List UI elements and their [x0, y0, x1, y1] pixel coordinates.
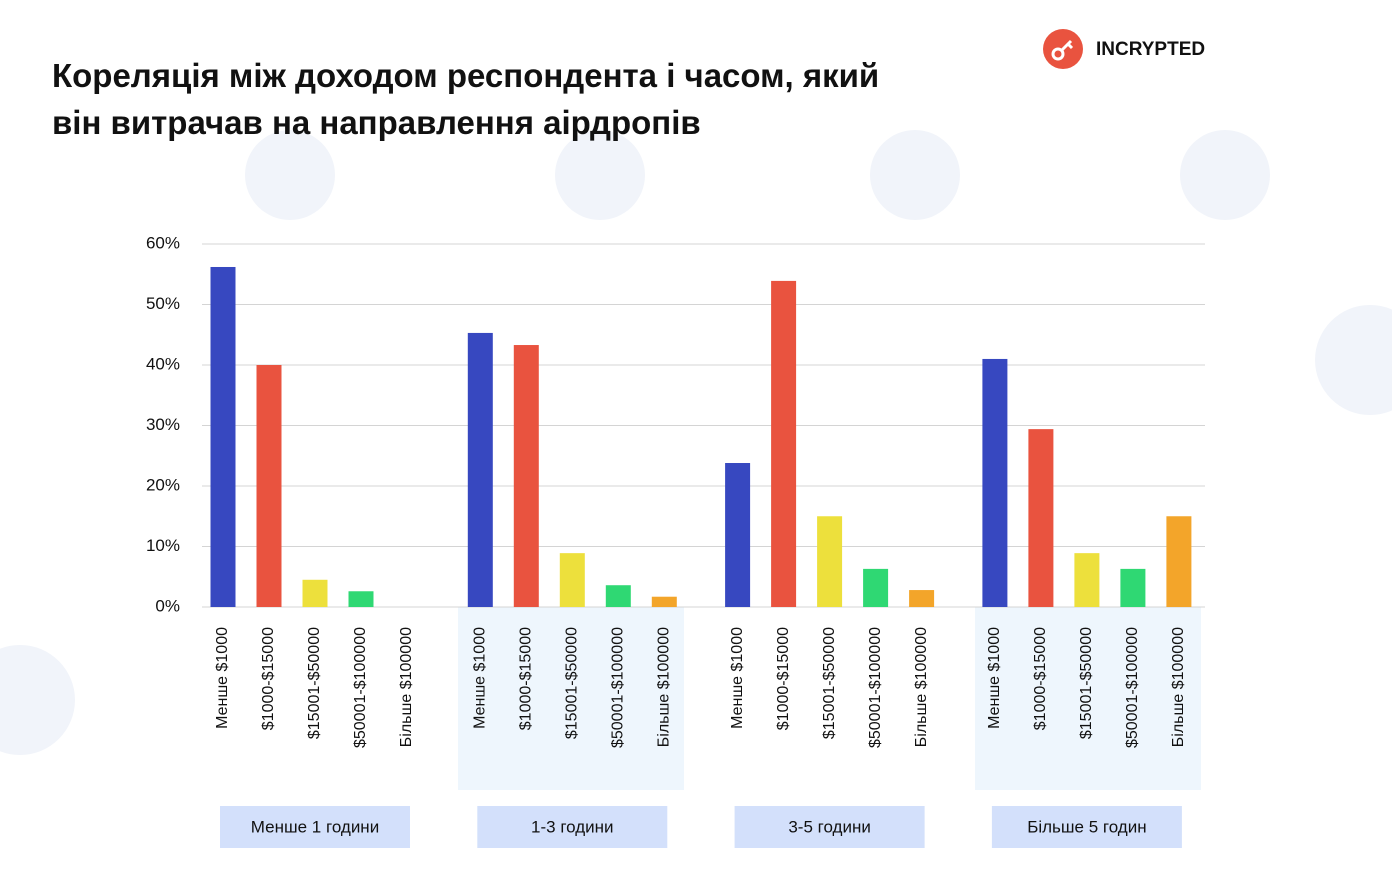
x-tick-label: $1000-$15000	[775, 627, 792, 730]
x-tick-label: Більше $100000	[1170, 627, 1187, 747]
bar	[302, 579, 328, 607]
group-label-box	[220, 806, 410, 848]
bar	[513, 345, 539, 607]
chart-title: Кореляція між доходом респондента і часо…	[52, 52, 879, 146]
bar	[909, 590, 935, 607]
y-tick-label: 0%	[155, 596, 180, 615]
x-tick-label: $1000-$15000	[1032, 627, 1049, 730]
bar	[256, 365, 282, 607]
bar	[863, 568, 889, 607]
group-label: Менше 1 години	[251, 817, 379, 836]
bar	[982, 358, 1008, 607]
x-tick-label: $15001-$50000	[306, 627, 323, 739]
bar	[348, 591, 374, 607]
bar	[1028, 429, 1054, 607]
x-tick-label: $1000-$15000	[518, 627, 535, 730]
y-tick-label: 40%	[146, 354, 180, 373]
logo-key	[1051, 39, 1074, 61]
group-label: 1-3 години	[531, 817, 614, 836]
y-tick-label: 60%	[146, 233, 180, 252]
y-tick-label: 50%	[146, 294, 180, 313]
group-shade	[975, 607, 1201, 790]
x-tick-label: $15001-$50000	[1078, 627, 1095, 739]
x-tick-label: $15001-$50000	[564, 627, 581, 739]
x-tick-label: Менше $1000	[214, 627, 231, 729]
group-label: Більше 5 годин	[1027, 817, 1146, 836]
x-tick-label: Більше $100000	[913, 627, 930, 747]
group-shade	[458, 607, 684, 790]
x-tick-label: Більше $100000	[656, 627, 673, 747]
bar	[651, 596, 677, 607]
background-decor	[0, 130, 1392, 755]
bar	[1120, 568, 1146, 607]
bar	[559, 553, 585, 607]
x-tick-label: $50001-$100000	[1124, 627, 1141, 748]
bar	[467, 332, 493, 607]
x-tick-label: Менше $1000	[472, 627, 489, 729]
x-tick-label: $1000-$15000	[260, 627, 277, 730]
bar	[210, 266, 236, 607]
title-line: Кореляція між доходом респондента і часо…	[52, 57, 880, 94]
bar	[771, 280, 797, 607]
group-label-box	[477, 806, 668, 848]
bar	[725, 463, 751, 607]
group-label: 3-5 години	[788, 817, 871, 836]
group-label-box	[734, 806, 925, 848]
x-tick-label: $50001-$100000	[610, 627, 627, 748]
x-tick-label: $15001-$50000	[821, 627, 838, 739]
x-tick-label: $50001-$100000	[867, 627, 884, 748]
y-tick-label: 10%	[146, 536, 180, 555]
logo-text: INCRYPTED	[1096, 39, 1205, 60]
x-tick-label: $50001-$100000	[352, 627, 369, 748]
bar	[605, 585, 631, 607]
x-tick-label: Більше $100000	[398, 627, 415, 747]
y-tick-label: 30%	[146, 415, 180, 434]
x-tick-label: Менше $1000	[986, 627, 1003, 729]
bar	[817, 516, 843, 607]
x-tick-label: Менше $1000	[729, 627, 746, 729]
title-line: він витрачав на направлення аірдропів	[52, 104, 701, 141]
y-tick-label: 20%	[146, 475, 180, 494]
bar	[1074, 553, 1100, 607]
group-label-box	[991, 806, 1182, 848]
bar	[1166, 516, 1192, 607]
